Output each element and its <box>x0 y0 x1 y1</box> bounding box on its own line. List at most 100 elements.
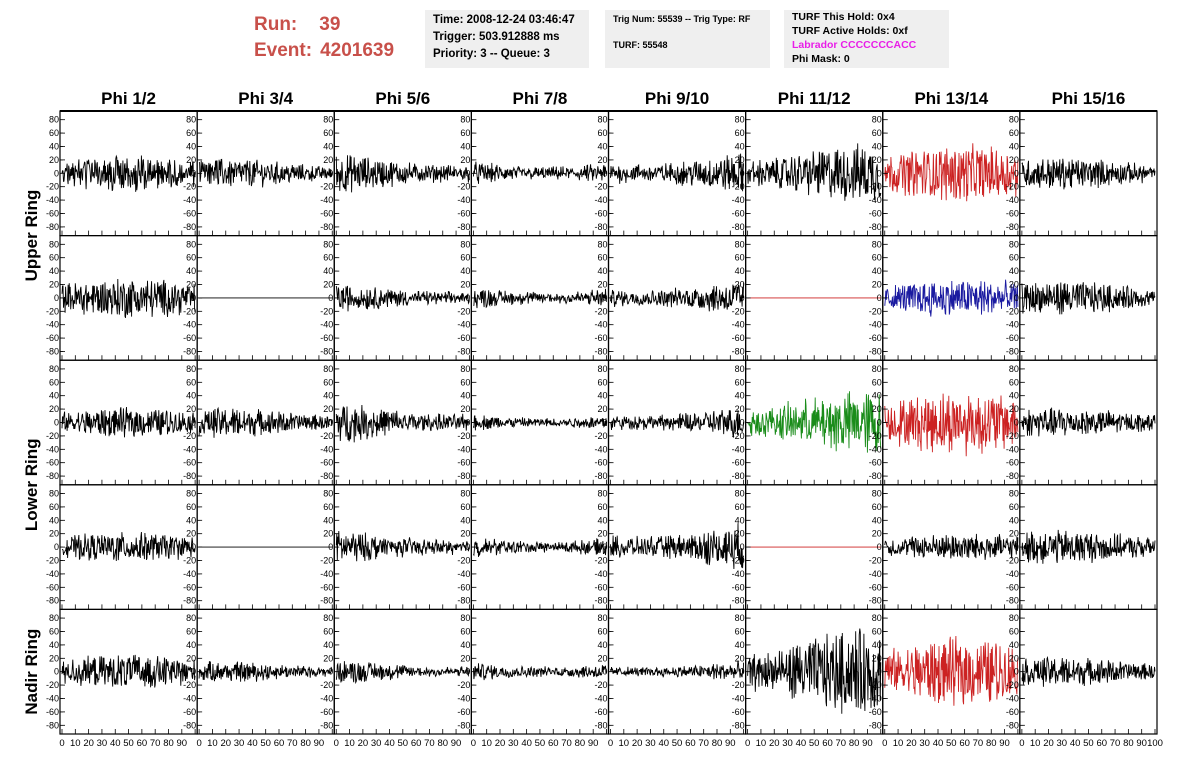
waveform-trace <box>335 404 470 443</box>
y-tick-label: 60 <box>323 253 333 263</box>
y-tick-label: -40 <box>46 569 59 579</box>
x-tick-label: 80 <box>849 738 860 749</box>
turf-active-holds-text: TURF Active Holds: 0xf <box>792 25 908 37</box>
x-tick-label: 50 <box>1083 738 1094 749</box>
x-tick-label: 80 <box>986 738 997 749</box>
y-tick-label: 20 <box>735 404 745 414</box>
x-tick-label: 80 <box>712 738 723 749</box>
y-tick-label: 0 <box>191 168 196 178</box>
y-tick-label: -20 <box>46 306 59 316</box>
y-tick-label: 0 <box>1014 542 1019 552</box>
panel-frame <box>1019 608 1158 735</box>
y-tick-label: 60 <box>460 253 470 263</box>
x-tick-label: 60 <box>685 738 696 749</box>
y-tick-label: -60 <box>869 707 882 717</box>
y-tick-label: -40 <box>457 320 470 330</box>
x-tick-label: 60 <box>274 738 285 749</box>
waveform-trace <box>610 282 745 312</box>
y-tick-label: 60 <box>597 253 607 263</box>
run-value: 39 <box>319 14 341 35</box>
y-tick-label: -20 <box>183 431 196 441</box>
y-tick-label: 40 <box>597 391 607 401</box>
x-tick-label: 40 <box>384 738 395 749</box>
y-tick-label: 0 <box>465 542 470 552</box>
y-tick-label: -60 <box>594 707 607 717</box>
y-tick-label: 80 <box>460 489 470 499</box>
x-tick-label: 50 <box>123 738 134 749</box>
y-tick-label: 40 <box>1009 266 1019 276</box>
column-title: Phi 11/12 <box>778 89 851 108</box>
y-tick-label: 80 <box>323 489 333 499</box>
column-title: Phi 9/10 <box>645 89 709 108</box>
y-tick-label: -60 <box>1006 458 1019 468</box>
y-tick-label: 0 <box>465 293 470 303</box>
x-tick-label: 10 <box>481 738 492 749</box>
y-tick-label: -20 <box>1006 680 1019 690</box>
event-value: 4201639 <box>320 40 395 61</box>
y-tick-label: -60 <box>732 209 745 219</box>
x-tick-label: 30 <box>371 738 382 749</box>
y-tick-label: -40 <box>457 694 470 704</box>
y-tick-label: 20 <box>49 529 59 539</box>
y-tick-label: 0 <box>54 418 59 428</box>
waveform-trace <box>1021 282 1156 315</box>
y-tick-label: 60 <box>460 502 470 512</box>
y-tick-label: -20 <box>46 182 59 192</box>
y-tick-label: -20 <box>46 680 59 690</box>
y-tick-label: 20 <box>872 280 882 290</box>
y-tick-label: 20 <box>460 653 470 663</box>
y-tick-label: 40 <box>735 142 745 152</box>
y-tick-label: -40 <box>457 444 470 454</box>
y-tick-label: -40 <box>183 195 196 205</box>
run-event-block: Run: 39 Event: 4201639 <box>254 12 394 64</box>
y-tick-label: 20 <box>597 529 607 539</box>
y-tick-label: 80 <box>49 489 59 499</box>
x-tick-label: 30 <box>919 738 930 749</box>
x-tick-label: 40 <box>247 738 258 749</box>
y-tick-label: -40 <box>183 694 196 704</box>
y-tick-label: 60 <box>323 128 333 138</box>
y-tick-label: 0 <box>54 168 59 178</box>
y-tick-label: 0 <box>1014 168 1019 178</box>
waveform-trace <box>884 533 1019 560</box>
x-tick-label: 50 <box>535 738 546 749</box>
waveform-trace <box>1021 529 1156 564</box>
y-tick-label: 80 <box>1009 613 1019 623</box>
y-tick-label: 60 <box>597 128 607 138</box>
y-tick-label: 0 <box>328 667 333 677</box>
y-tick-label: -40 <box>46 694 59 704</box>
waveform-trace <box>747 391 882 453</box>
y-tick-label: -80 <box>594 347 607 357</box>
y-tick-label: -40 <box>869 320 882 330</box>
y-tick-label: 0 <box>54 293 59 303</box>
y-tick-label: -40 <box>594 320 607 330</box>
y-tick-label: -80 <box>320 471 333 481</box>
x-tick-label: 70 <box>698 738 709 749</box>
y-tick-label: 0 <box>877 293 882 303</box>
y-tick-label: 60 <box>735 128 745 138</box>
y-tick-label: -80 <box>732 720 745 730</box>
y-tick-label: 0 <box>740 293 745 303</box>
waveform-trace <box>61 278 196 319</box>
waveform-trace <box>198 406 333 438</box>
y-tick-label: 60 <box>460 128 470 138</box>
labrador-text: Labrador CCCCCCCACC <box>792 39 917 51</box>
y-tick-label: -40 <box>1006 694 1019 704</box>
y-tick-label: -20 <box>732 182 745 192</box>
y-tick-label: 40 <box>323 142 333 152</box>
y-tick-label: -80 <box>457 471 470 481</box>
y-tick-label: 60 <box>323 627 333 637</box>
y-tick-label: 20 <box>872 155 882 165</box>
y-tick-label: -60 <box>183 458 196 468</box>
y-tick-label: 80 <box>597 489 607 499</box>
y-tick-label: -40 <box>594 444 607 454</box>
y-tick-label: -80 <box>46 596 59 606</box>
y-tick-label: 60 <box>186 253 196 263</box>
x-tick-label: 0 <box>608 738 613 749</box>
y-tick-label: 20 <box>735 529 745 539</box>
y-tick-label: -60 <box>457 333 470 343</box>
y-tick-label: -40 <box>1006 320 1019 330</box>
y-tick-label: -60 <box>869 333 882 343</box>
y-tick-label: -20 <box>869 306 882 316</box>
y-tick-label: 60 <box>735 502 745 512</box>
